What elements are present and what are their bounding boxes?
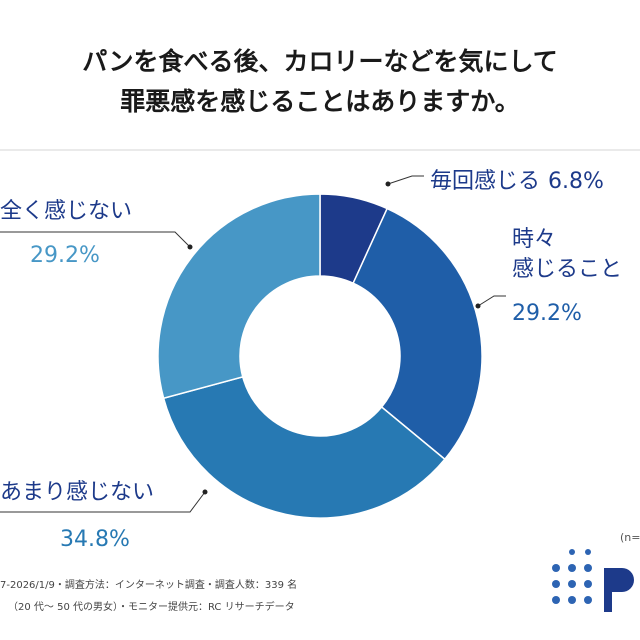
category-label-line: 感じること [512,257,622,282]
leader-dot [187,244,193,250]
donut-slice [352,207,483,461]
donut-slice [157,193,321,400]
value-label: 29.2% [512,301,582,326]
sample-note: (n= [620,531,640,544]
leader-line [0,491,206,513]
footnote: 7-2026/1/9・調査方法：インターネット調査・調査人数：339 名 [0,578,297,591]
leader-dot [202,489,208,495]
leader-line [477,295,506,307]
leader-line [0,231,191,248]
footnote: （20 代～ 50 代の男女）・モニター提供元：RC リサーチデータ [8,600,295,613]
value-label: 29.2% [30,243,100,268]
leader-line [387,175,424,185]
leader-dot [385,181,391,187]
category-label: 毎回感じる [430,169,540,194]
donut-slice [162,375,446,519]
value-label: 34.8% [60,527,130,552]
category-label: あまり感じない [0,480,154,505]
leader-dot [475,303,481,309]
chart-title: パンを食べる後、カロリーなどを気にして [82,47,558,76]
category-label: 全く感じない [0,199,132,224]
category-label: 時々感じること [512,227,622,282]
category-label-line: 時々 [512,227,556,252]
chart-title: 罪悪感を感じることはありますか。 [120,87,520,116]
value-label: 6.8% [548,169,604,194]
logo [552,549,634,612]
